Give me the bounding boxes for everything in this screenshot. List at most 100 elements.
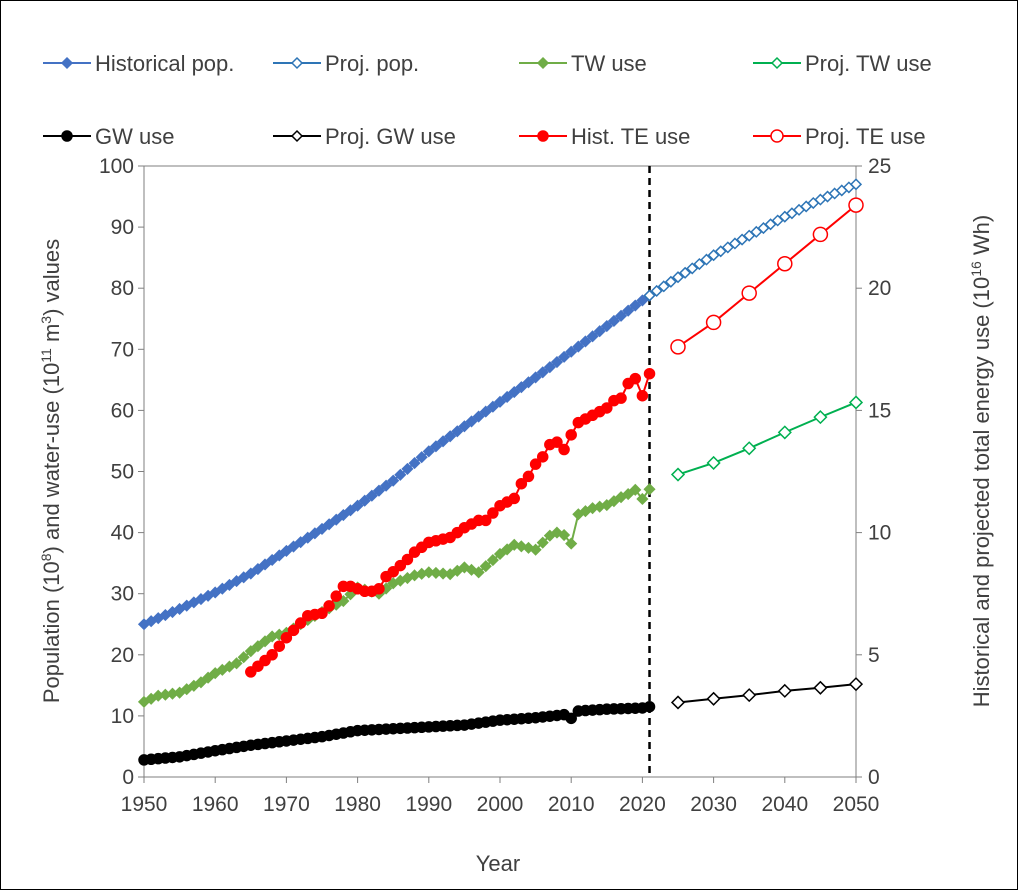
data-point [515,381,528,394]
data-point [323,600,335,612]
data-point [670,695,686,710]
data-point [251,640,264,653]
data-point [849,178,863,191]
legend-item: Proj. GW use [273,124,456,149]
data-point [706,455,721,471]
legend-item: Historical pop. [43,51,234,76]
y-left-tick-label: 50 [111,461,134,484]
data-point [607,495,620,508]
data-point [643,700,656,713]
data-point [615,392,627,404]
data-point [848,395,864,410]
data-point [693,257,706,271]
data-point [848,677,864,692]
data-point [813,680,828,695]
data-point [465,415,478,428]
data-point [365,489,378,502]
data-point [679,266,692,279]
data-point [429,566,442,579]
data-point [280,631,293,644]
data-point [501,543,514,556]
data-point [515,477,528,490]
legend-label: Proj. TE use [805,124,926,149]
data-point [670,467,686,482]
data-point [273,640,286,652]
data-point [643,289,656,302]
data-point [629,483,642,496]
data-point [601,402,613,414]
data-point [770,129,784,143]
data-point [706,691,721,706]
data-point [670,339,686,355]
data-point [622,488,635,501]
data-point [848,197,864,213]
data-point [344,504,357,517]
data-point [308,527,321,540]
data-point [529,543,542,556]
legend-label: Proj. pop. [325,51,419,76]
y-right-tick-label: 15 [868,399,891,422]
data-point [558,528,571,542]
data-point [629,299,642,312]
data-point [579,335,592,348]
data-point [61,130,73,142]
series-line [677,683,857,704]
axis-layer: 1950 1960 1970 1980 1990 2000 2010 2020 2030 2040… [99,155,891,816]
data-point [401,553,414,566]
data-point [614,309,628,322]
data-point [671,271,685,284]
data-point [493,395,507,408]
data-point [351,499,364,512]
data-point [372,484,386,497]
data-point [237,651,250,664]
x-tick-label: 2000 [477,793,524,816]
data-point [777,256,793,272]
data-point [458,420,471,433]
data-point [741,285,757,301]
data-point [401,462,414,475]
x-tick-label: 1960 [192,793,239,816]
data-point [536,366,549,379]
data-point [664,275,677,288]
data-point [565,712,577,725]
data-point [486,400,499,413]
x-tick-label: 1980 [334,793,381,816]
data-point [643,367,656,380]
data-point [330,513,343,526]
legend-label: Proj. GW use [325,124,456,149]
data-point [622,304,635,317]
data-point [536,536,549,549]
data-point [258,558,272,571]
data-point [636,492,649,506]
x-tick-label: 2040 [761,793,808,816]
data-point [316,607,328,620]
plot-area [143,165,857,778]
data-point [565,537,578,550]
data-point [742,441,757,456]
data-point [480,514,492,527]
data-point [558,350,571,363]
data-point [290,129,304,143]
data-point [770,56,784,70]
data-point [657,280,670,293]
x-tick-label: 2050 [833,793,880,816]
series-line [677,401,857,476]
y-right-tick-label: 5 [868,644,880,667]
data-point [600,320,613,333]
data-point [315,522,329,535]
data-point [536,56,550,70]
data-point [479,405,492,418]
data-point [230,657,243,670]
series-tw-use [137,483,656,708]
data-point [415,451,428,464]
legend-label: GW use [95,124,174,149]
data-point [565,345,578,358]
legend-item: GW use [43,124,174,149]
data-point [742,688,757,703]
data-point [60,56,74,70]
data-point [543,361,556,374]
data-point [529,371,542,384]
data-point [422,566,435,579]
